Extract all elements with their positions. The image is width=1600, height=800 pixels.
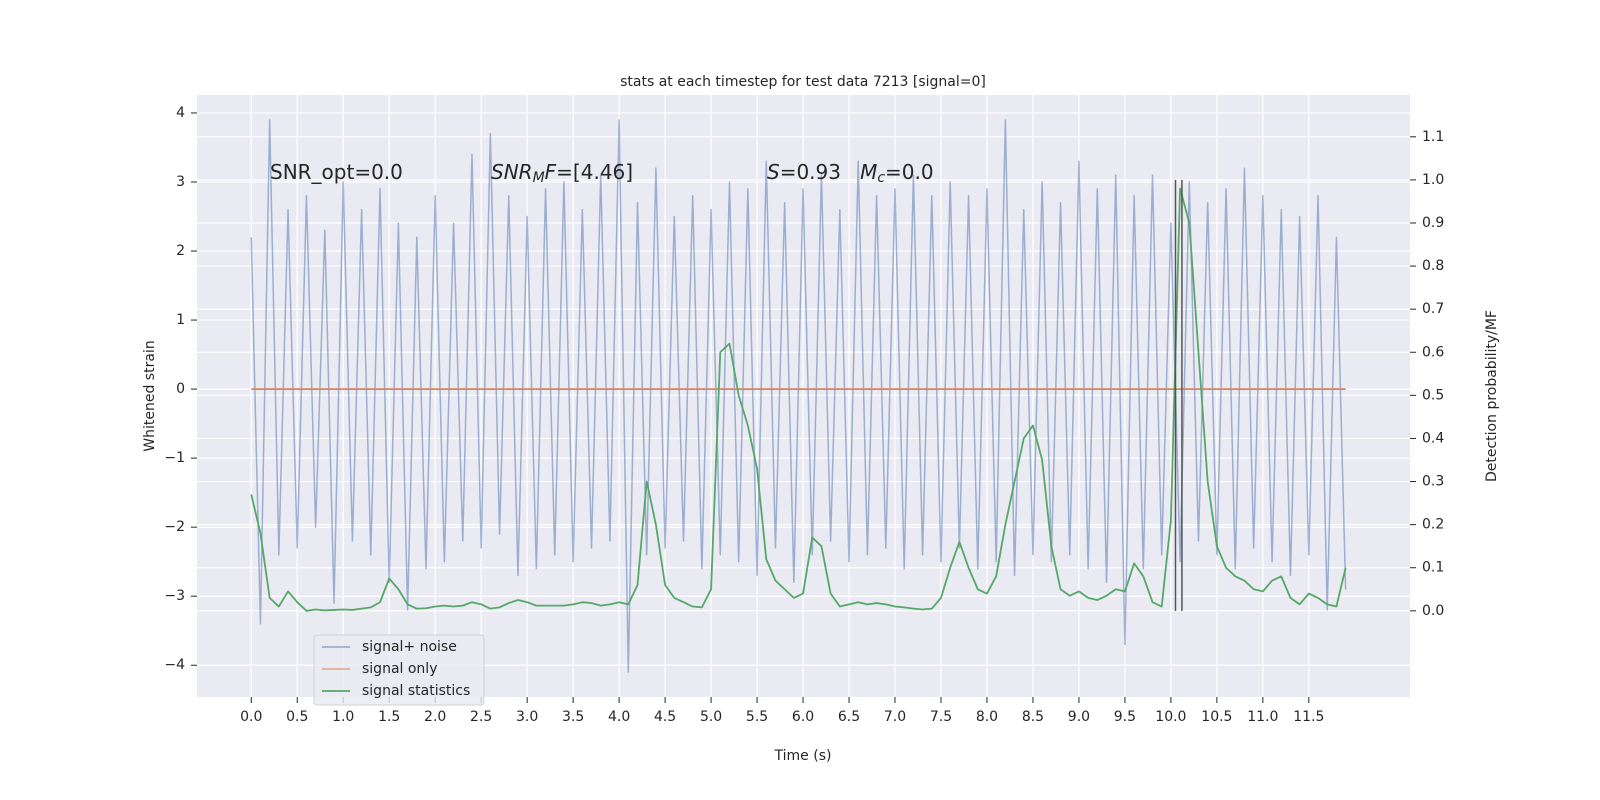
x-tick-label: 6.0	[792, 709, 814, 725]
x-tick-label: 9.0	[1068, 709, 1090, 725]
y-axis-label: Whitened strain	[142, 340, 158, 451]
chart-title: stats at each timestep for test data 721…	[620, 74, 986, 90]
legend-label: signal only	[362, 661, 437, 677]
y2-tick-label: 0.1	[1422, 560, 1444, 576]
x-tick-label: 3.0	[516, 709, 538, 725]
y-tick-label: 2	[176, 243, 185, 259]
annotation-part: F	[545, 160, 557, 184]
annotation-part: SNR_opt=0.0	[270, 160, 403, 184]
y2-tick-label: 0.9	[1422, 215, 1444, 231]
y2-tick-label: 0.2	[1422, 517, 1444, 533]
y-tick-label: 3	[176, 174, 185, 190]
x-tick-label: 7.0	[884, 709, 906, 725]
x-tick-label: 10.5	[1201, 709, 1232, 725]
annotation-part: =0.0	[885, 160, 934, 184]
annotation-part: =[4.46]	[556, 160, 633, 184]
y-tick-label: 4	[176, 105, 185, 121]
legend-label: signal+ noise	[362, 639, 457, 655]
annotation: SNR_opt=0.0	[270, 160, 403, 184]
x-tick-label: 11.0	[1247, 709, 1278, 725]
x-tick-label: 9.5	[1114, 709, 1136, 725]
x-tick-label: 11.5	[1293, 709, 1324, 725]
y2-tick-label: 0.6	[1422, 344, 1444, 360]
y2-tick-label: 0.0	[1422, 603, 1444, 619]
y2-tick-label: 1.0	[1422, 172, 1444, 188]
y-tick-label: −2	[164, 519, 185, 535]
annotation-part: SNR	[491, 160, 533, 184]
annotation-part: =0.93	[780, 160, 860, 184]
x-tick-label: 10.0	[1155, 709, 1186, 725]
x-tick-label: 4.5	[654, 709, 676, 725]
x-tick-label: 2.5	[470, 709, 492, 725]
legend-box	[313, 634, 485, 706]
y-tick-label: −4	[164, 657, 185, 673]
x-tick-label: 4.0	[608, 709, 630, 725]
y-tick-label: −3	[164, 588, 185, 604]
y-tick-label: 1	[176, 312, 185, 328]
x-tick-label: 1.5	[378, 709, 400, 725]
x-tick-label: 0.0	[240, 709, 262, 725]
y2-tick-label: 0.8	[1422, 258, 1444, 274]
series-line	[250, 187, 1347, 612]
x-tick-label: 0.5	[286, 709, 308, 725]
x-tick-label: 1.0	[332, 709, 354, 725]
y2-axis-label: Detection probability/MF	[1484, 310, 1500, 482]
series-line	[250, 119, 1347, 673]
annotation: S=0.93 Mc=0.0	[767, 160, 934, 187]
annotation-part: M	[533, 170, 545, 186]
x-tick-label: 8.0	[976, 709, 998, 725]
annotation-part: M	[860, 160, 877, 184]
x-tick-label: 6.5	[838, 709, 860, 725]
x-tick-label: 8.5	[1022, 709, 1044, 725]
y2-tick-label: 1.1	[1422, 129, 1444, 145]
y2-tick-label: 0.3	[1422, 474, 1444, 490]
annotation: SNRMF=[4.46]	[491, 160, 633, 187]
y-tick-label: 0	[176, 381, 185, 397]
y-tick-label: −1	[164, 450, 185, 466]
x-tick-label: 3.5	[562, 709, 584, 725]
x-tick-label: 2.0	[424, 709, 446, 725]
annotation-part: S	[767, 160, 780, 184]
x-axis-label: Time (s)	[774, 748, 832, 764]
y2-tick-label: 0.4	[1422, 430, 1444, 446]
annotation-part: c	[877, 170, 885, 186]
x-tick-label: 5.0	[700, 709, 722, 725]
y2-tick-label: 0.5	[1422, 387, 1444, 403]
x-tick-label: 7.5	[930, 709, 952, 725]
legend-label: signal statistics	[362, 683, 470, 699]
y2-tick-label: 0.7	[1422, 301, 1444, 317]
x-tick-label: 5.5	[746, 709, 768, 725]
